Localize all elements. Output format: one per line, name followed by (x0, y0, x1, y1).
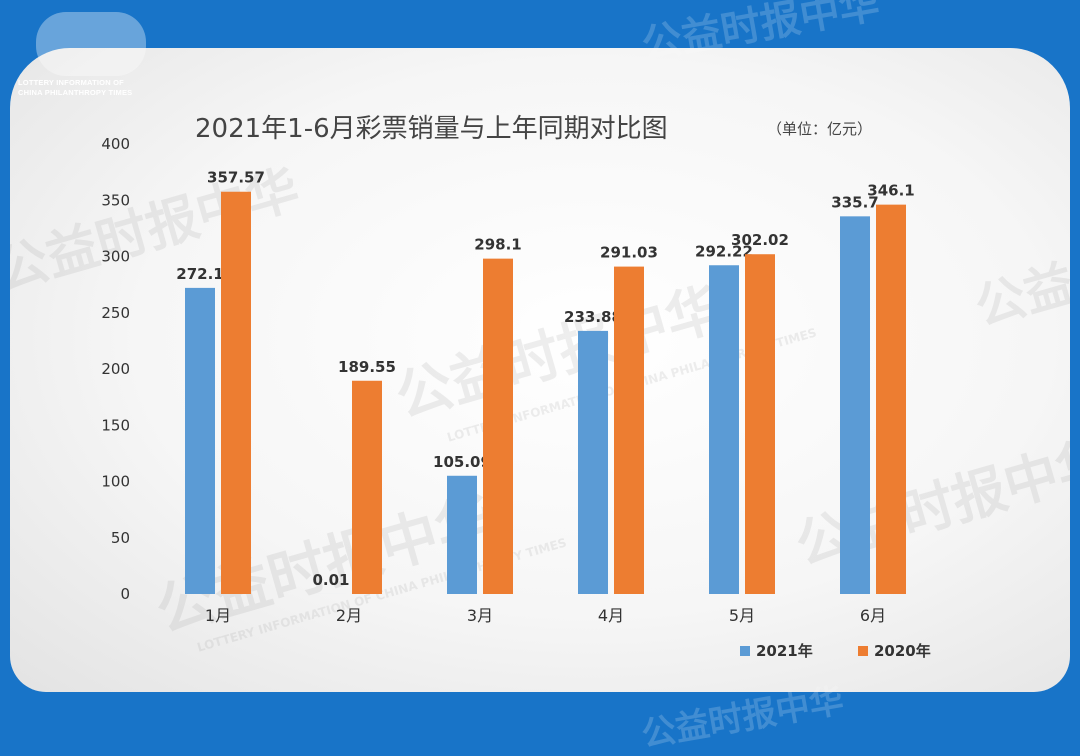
bar-s1-5 (876, 205, 906, 594)
bar-s1-1 (352, 381, 382, 594)
y-tick-label-4: 200 (101, 360, 130, 378)
x-tick-label-5: 6月 (860, 606, 886, 625)
y-tick-label-7: 350 (101, 191, 130, 209)
y-tick-label-3: 150 (101, 416, 130, 434)
data-label-s1-3: 291.03 (600, 244, 658, 262)
data-label-s1-1: 189.55 (338, 358, 396, 376)
y-tick-label-1: 50 (111, 529, 130, 547)
data-label-s0-0: 272.1 (176, 265, 223, 283)
legend-item-2020: 2020年 (858, 640, 931, 661)
bar-s0-0 (185, 288, 215, 594)
y-tick-label-2: 100 (101, 473, 130, 491)
x-tick-label-4: 5月 (729, 606, 755, 625)
data-label-s1-5: 346.1 (867, 182, 914, 200)
legend-swatch-2021 (740, 646, 750, 656)
y-tick-label-5: 250 (101, 304, 130, 322)
legend-label-2020: 2020年 (874, 642, 931, 660)
x-tick-label-0: 1月 (205, 606, 231, 625)
legend-label-2021: 2021年 (756, 642, 813, 660)
bar-s0-4 (709, 265, 739, 594)
x-tick-label-2: 3月 (467, 606, 493, 625)
x-tick-label-3: 4月 (598, 606, 624, 625)
legend-item-2021: 2021年 (740, 640, 813, 661)
legend-swatch-2020 (858, 646, 868, 656)
bar-s0-3 (578, 331, 608, 594)
bar-chart: 0 50 100 150 200 250 300 350 400 1月 2月 3月 4月 5月 6月 272.… (0, 0, 1080, 720)
bar-s0-5 (840, 216, 870, 594)
bar-s0-2 (447, 476, 477, 594)
data-label-s1-2: 298.1 (474, 236, 521, 254)
data-label-s0-1: 0.01 (312, 571, 349, 589)
data-label-s0-3: 233.88 (564, 308, 622, 326)
data-label-s0-2: 105.09 (433, 453, 491, 471)
bar-s1-2 (483, 259, 513, 594)
bar-s1-3 (614, 267, 644, 594)
y-tick-label-8: 400 (101, 135, 130, 153)
bar-s1-4 (745, 254, 775, 594)
y-tick-label-0: 0 (120, 585, 130, 603)
bar-s1-0 (221, 192, 251, 594)
data-label-s1-0: 357.57 (207, 169, 265, 187)
data-label-s1-4: 302.02 (731, 231, 789, 249)
x-tick-label-1: 2月 (336, 606, 362, 625)
y-tick-label-6: 300 (101, 248, 130, 266)
